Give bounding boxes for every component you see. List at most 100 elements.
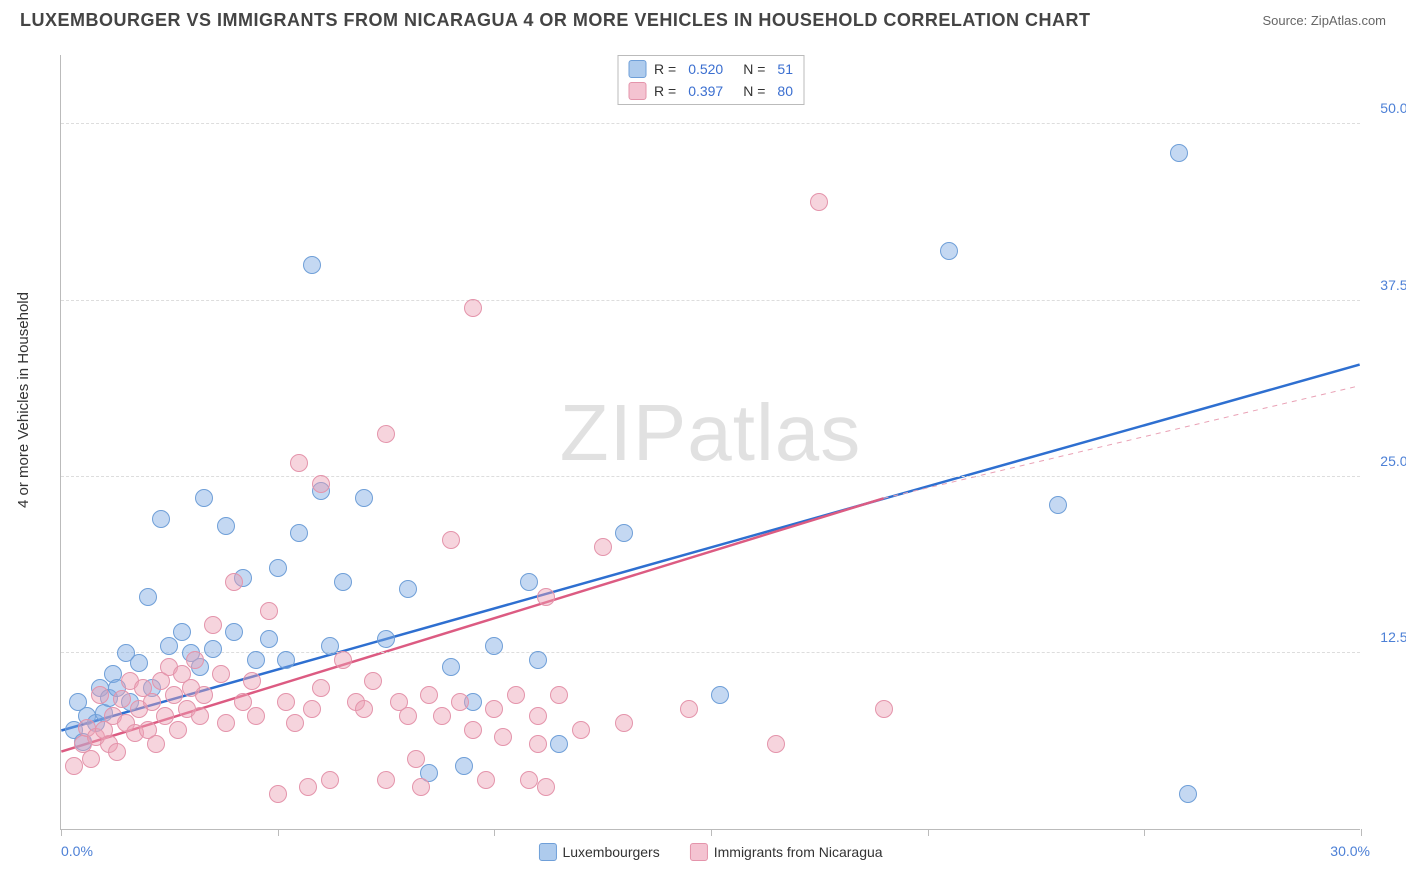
data-point [1170,144,1188,162]
n-label: N = [743,61,765,77]
r-label: R = [654,61,676,77]
legend-swatch [690,843,708,861]
data-point [290,454,308,472]
data-point [537,588,555,606]
data-point [550,686,568,704]
data-point [277,651,295,669]
data-point [810,193,828,211]
data-point [442,658,460,676]
data-point [299,778,317,796]
data-point [355,700,373,718]
data-point [377,425,395,443]
r-value: 0.520 [688,61,723,77]
data-point [464,721,482,739]
data-point [217,517,235,535]
data-point [147,735,165,753]
series-legend: LuxembourgersImmigrants from Nicaragua [538,843,882,861]
r-label: R = [654,83,676,99]
data-point [355,489,373,507]
data-point [290,524,308,542]
data-point [451,693,469,711]
data-point [312,475,330,493]
data-point [940,242,958,260]
data-point [65,757,83,775]
data-point [260,602,278,620]
data-point [572,721,590,739]
data-point [529,651,547,669]
y-axis-label: 4 or more Vehicles in Household [15,292,32,508]
grid-line [61,123,1360,124]
data-point [204,640,222,658]
data-point [875,700,893,718]
data-point [334,651,352,669]
r-value: 0.397 [688,83,723,99]
data-point [455,757,473,775]
grid-line [61,300,1360,301]
data-point [152,510,170,528]
data-point [169,721,187,739]
source-label: Source: ZipAtlas.com [1262,13,1386,28]
data-point [399,707,417,725]
x-tick [1361,829,1362,836]
stats-legend-row: R =0.397N =80 [618,80,803,102]
x-tick [711,829,712,836]
data-point [277,693,295,711]
legend-label: Immigrants from Nicaragua [714,844,883,860]
chart-title: LUXEMBOURGER VS IMMIGRANTS FROM NICARAGU… [20,10,1091,31]
legend-item: Immigrants from Nicaragua [690,843,883,861]
data-point [334,573,352,591]
title-bar: LUXEMBOURGER VS IMMIGRANTS FROM NICARAGU… [0,0,1406,36]
data-point [412,778,430,796]
data-point [399,580,417,598]
data-point [303,700,321,718]
scatter-chart: ZIPatlas R =0.520N =51R =0.397N =80 Luxe… [60,55,1360,830]
x-tick [494,829,495,836]
data-point [485,700,503,718]
data-point [286,714,304,732]
data-point [364,672,382,690]
data-point [247,651,265,669]
data-point [711,686,729,704]
data-point [243,672,261,690]
x-tick [1144,829,1145,836]
data-point [186,651,204,669]
data-point [130,654,148,672]
y-tick-label: 37.5% [1365,277,1406,293]
y-tick-label: 50.0% [1365,100,1406,116]
x-tick [61,829,62,836]
legend-swatch [538,843,556,861]
data-point [537,778,555,796]
data-point [139,588,157,606]
data-point [312,679,330,697]
x-tick-label: 0.0% [61,843,93,859]
data-point [269,785,287,803]
grid-line [61,476,1360,477]
data-point [195,686,213,704]
data-point [217,714,235,732]
x-tick [928,829,929,836]
data-point [507,686,525,704]
data-point [321,771,339,789]
stats-legend-row: R = 0.520 N = 51 [618,58,803,80]
data-point [1179,785,1197,803]
data-point [477,771,495,789]
data-point [407,750,425,768]
data-point [494,728,512,746]
stats-legend: R =0.520N =51R =0.397N =80 [617,55,804,105]
data-point [160,637,178,655]
data-point [225,623,243,641]
watermark: ZIPatlas [560,387,861,479]
data-point [260,630,278,648]
n-label: N = [743,83,765,99]
x-tick-label: 30.0% [1330,843,1370,859]
data-point [225,573,243,591]
legend-swatch [628,60,646,78]
data-point [269,559,287,577]
data-point [520,771,538,789]
data-point [550,735,568,753]
data-point [303,256,321,274]
n-value: 51 [777,61,793,77]
data-point [442,531,460,549]
data-point [91,686,109,704]
data-point [767,735,785,753]
